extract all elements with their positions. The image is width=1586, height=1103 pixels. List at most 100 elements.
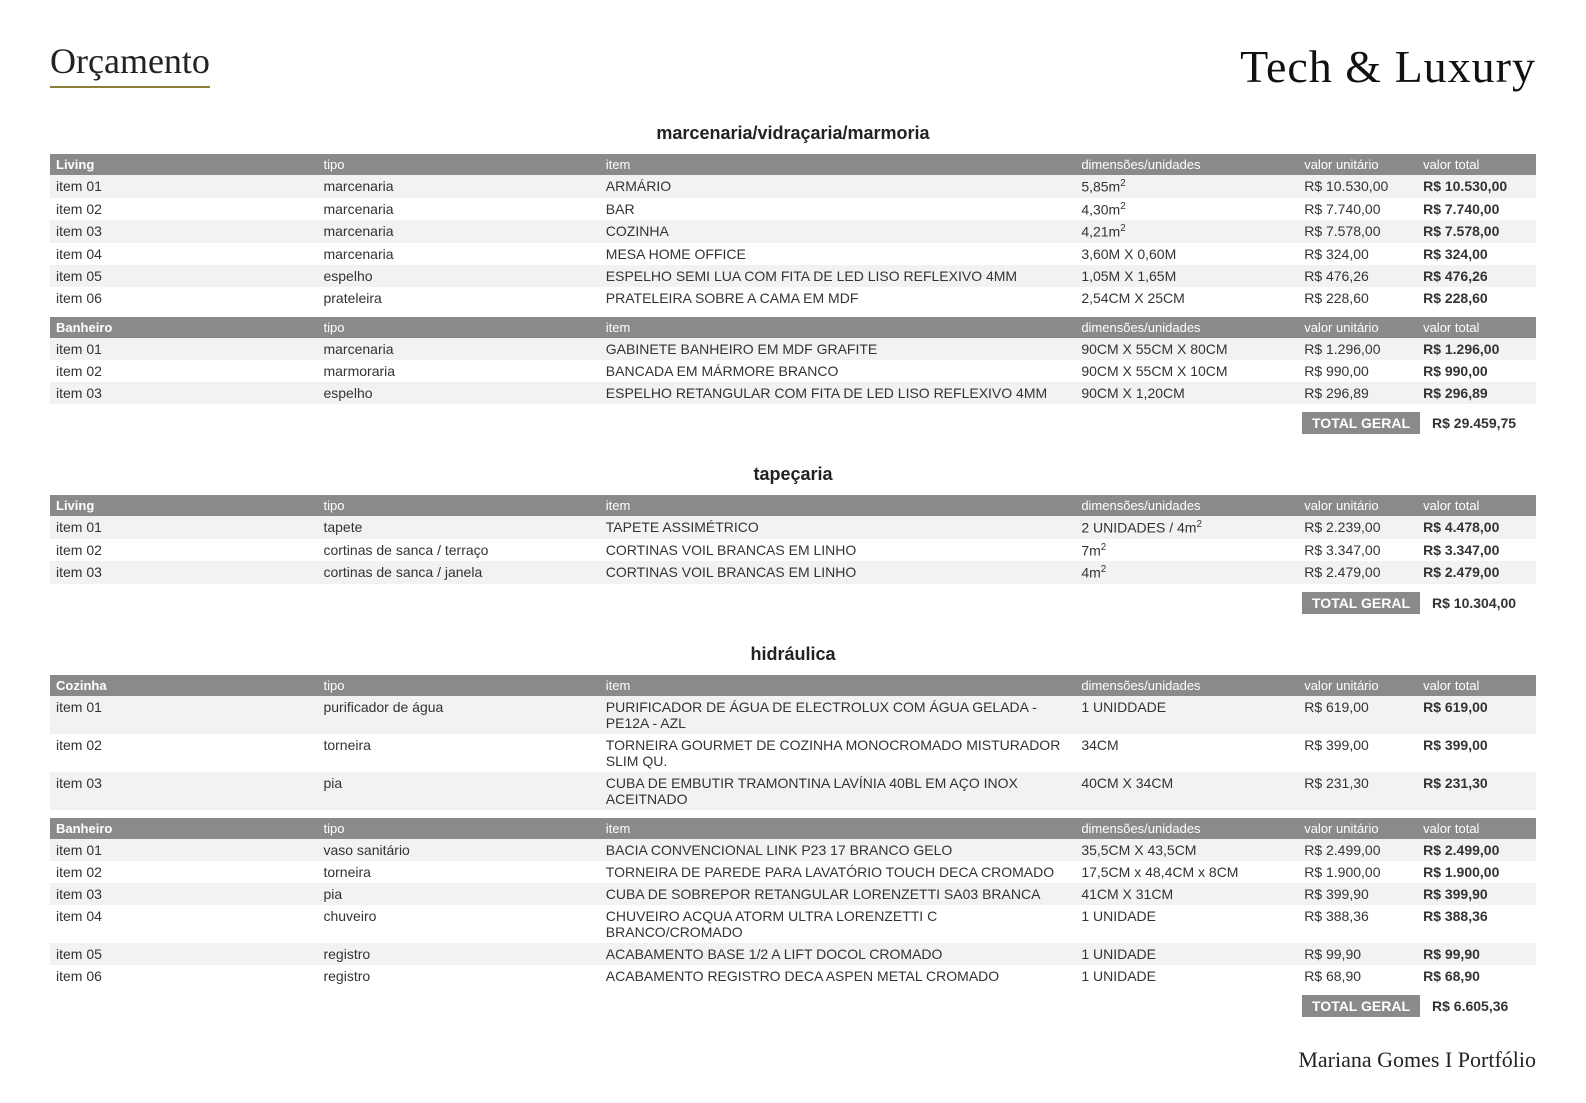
table-cell: R$ 10.530,00 [1298,175,1417,198]
budget-table: Banheirotipoitemdimensões/unidadesvalor … [50,818,1536,987]
table-cell: COZINHA [600,220,1076,243]
table-cell: 41CM X 31CM [1075,883,1298,905]
table-cell: item 01 [50,839,317,861]
table-cell: marcenaria [317,220,599,243]
table-column-header: tipo [317,495,599,516]
table-row: item 02torneiraTORNEIRA DE PAREDE PARA L… [50,861,1536,883]
table-row: item 03marcenariaCOZINHA4,21m2R$ 7.578,0… [50,220,1536,243]
table-cell: 7m2 [1075,539,1298,562]
table-cell: registro [317,965,599,987]
total-label: TOTAL GERAL [1302,995,1420,1017]
table-column-header: tipo [317,317,599,338]
section-total: TOTAL GERALR$ 29.459,75 [50,412,1536,434]
table-cell: 34CM [1075,734,1298,772]
table-cell: item 02 [50,198,317,221]
table-column-header: valor total [1417,154,1536,175]
table-cell: item 02 [50,734,317,772]
table-cell: item 01 [50,516,317,539]
table-cell: ACABAMENTO REGISTRO DECA ASPEN METAL CRO… [600,965,1076,987]
table-column-header: item [600,675,1076,696]
budget-table: Cozinhatipoitemdimensões/unidadesvalor u… [50,675,1536,810]
table-cell: R$ 7.740,00 [1417,198,1536,221]
table-row: item 05registroACABAMENTO BASE 1/2 A LIF… [50,943,1536,965]
table-cell: espelho [317,265,599,287]
table-cell: item 02 [50,360,317,382]
table-column-header: dimensões/unidades [1075,154,1298,175]
table-cell: chuveiro [317,905,599,943]
page-header: Orçamento Tech & Luxury [50,40,1536,93]
table-row: item 02cortinas de sanca / terraçoCORTIN… [50,539,1536,562]
section-total: TOTAL GERALR$ 6.605,36 [50,995,1536,1017]
table-cell: R$ 7.578,00 [1298,220,1417,243]
table-cell: 4,30m2 [1075,198,1298,221]
table-cell: R$ 296,89 [1298,382,1417,404]
table-group-header: Banheiro [50,818,317,839]
table-cell: marcenaria [317,338,599,360]
total-label: TOTAL GERAL [1302,412,1420,434]
table-cell: 35,5CM X 43,5CM [1075,839,1298,861]
table-cell: item 01 [50,696,317,734]
table-column-header: dimensões/unidades [1075,495,1298,516]
table-cell: marcenaria [317,198,599,221]
table-row: item 06prateleiraPRATELEIRA SOBRE A CAMA… [50,287,1536,309]
table-cell: 1 UNIDADE [1075,905,1298,943]
table-cell: R$ 399,00 [1298,734,1417,772]
table-column-header: tipo [317,154,599,175]
section-total: TOTAL GERALR$ 10.304,00 [50,592,1536,614]
table-cell: R$ 231,30 [1298,772,1417,810]
table-column-header: item [600,154,1076,175]
table-column-header: valor total [1417,495,1536,516]
table-cell: purificador de água [317,696,599,734]
table-cell: item 01 [50,175,317,198]
table-column-header: item [600,818,1076,839]
section-title: tapeçaria [50,464,1536,485]
table-cell: item 05 [50,265,317,287]
table-cell: item 03 [50,382,317,404]
table-cell: item 06 [50,965,317,987]
table-cell: R$ 619,00 [1417,696,1536,734]
budget-table: Livingtipoitemdimensões/unidadesvalor un… [50,495,1536,584]
table-cell: item 03 [50,561,317,584]
table-cell: cortinas de sanca / terraço [317,539,599,562]
table-cell: R$ 99,90 [1298,943,1417,965]
table-column-header: item [600,317,1076,338]
table-column-header: dimensões/unidades [1075,317,1298,338]
table-cell: R$ 3.347,00 [1298,539,1417,562]
table-cell: R$ 2.479,00 [1298,561,1417,584]
table-cell: vaso sanitário [317,839,599,861]
table-cell: 90CM X 55CM X 10CM [1075,360,1298,382]
table-row: item 01marcenariaARMÁRIO5,85m2R$ 10.530,… [50,175,1536,198]
table-cell: R$ 99,90 [1417,943,1536,965]
table-row: item 03piaCUBA DE SOBREPOR RETANGULAR LO… [50,883,1536,905]
table-cell: CUBA DE SOBREPOR RETANGULAR LORENZETTI S… [600,883,1076,905]
table-cell: registro [317,943,599,965]
table-cell: R$ 2.479,00 [1417,561,1536,584]
table-cell: BACIA CONVENCIONAL LINK P23 17 BRANCO GE… [600,839,1076,861]
table-cell: R$ 2.239,00 [1298,516,1417,539]
table-column-header: item [600,495,1076,516]
table-row: item 03piaCUBA DE EMBUTIR TRAMONTINA LAV… [50,772,1536,810]
table-cell: item 03 [50,220,317,243]
table-row: item 01purificador de águaPURIFICADOR DE… [50,696,1536,734]
brand-title: Tech & Luxury [1240,40,1536,93]
table-row: item 03cortinas de sanca / janelaCORTINA… [50,561,1536,584]
budget-table: Banheirotipoitemdimensões/unidadesvalor … [50,317,1536,404]
table-cell: R$ 1.900,00 [1417,861,1536,883]
table-cell: 5,85m2 [1075,175,1298,198]
table-column-header: tipo [317,818,599,839]
table-cell: R$ 4.478,00 [1417,516,1536,539]
table-cell: R$ 388,36 [1417,905,1536,943]
table-cell: R$ 324,00 [1417,243,1536,265]
page-title: Orçamento [50,40,210,88]
table-cell: R$ 324,00 [1298,243,1417,265]
table-row: item 04chuveiroCHUVEIRO ACQUA ATORM ULTR… [50,905,1536,943]
table-column-header: dimensões/unidades [1075,675,1298,696]
page-footer: Mariana Gomes I Portfólio [50,1047,1536,1073]
table-group-header: Living [50,154,317,175]
table-cell: 1 UNIDADE [1075,965,1298,987]
table-cell: item 06 [50,287,317,309]
table-cell: R$ 10.530,00 [1417,175,1536,198]
table-column-header: valor unitário [1298,317,1417,338]
table-cell: 90CM X 1,20CM [1075,382,1298,404]
table-column-header: valor total [1417,818,1536,839]
